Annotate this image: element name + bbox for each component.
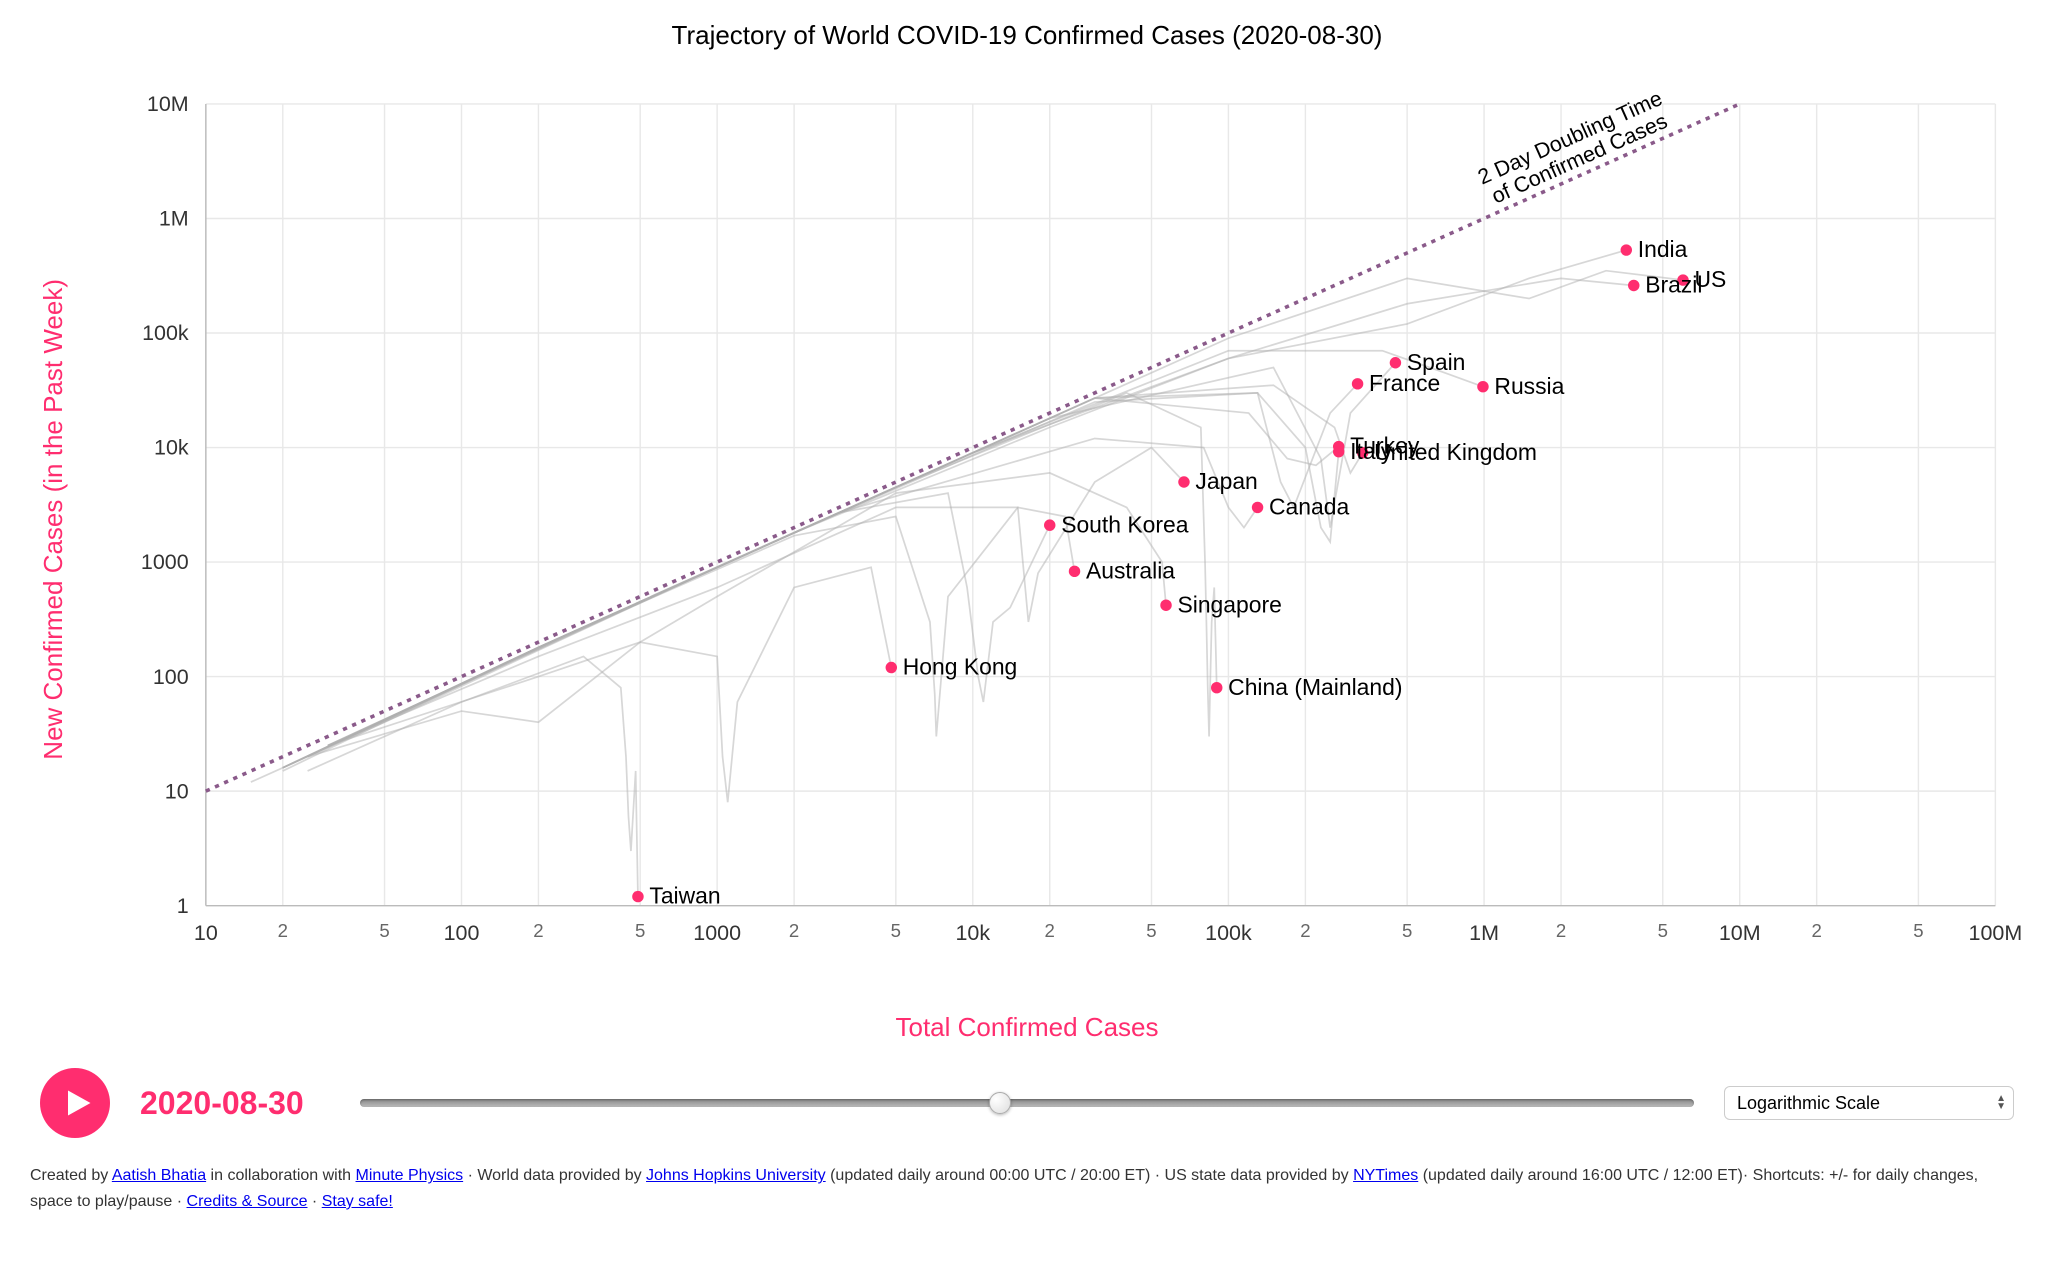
svg-text:5: 5 — [1146, 920, 1156, 941]
svg-text:2: 2 — [1045, 920, 1055, 941]
svg-text:2: 2 — [1811, 920, 1821, 941]
credits-link[interactable]: Credits & Source — [187, 1193, 308, 1210]
collab-text: in collaboration with — [206, 1167, 355, 1184]
svg-text:Hong Kong: Hong Kong — [903, 654, 1018, 680]
slider-thumb[interactable] — [989, 1092, 1011, 1114]
plot-wrap: New Confirmed Cases (in the Past Week) 1… — [30, 61, 2024, 977]
svg-text:India: India — [1638, 236, 1688, 262]
footer-prefix: Created by — [30, 1167, 112, 1184]
svg-text:Turkey: Turkey — [1350, 433, 1420, 459]
svg-text:100: 100 — [153, 665, 189, 689]
svg-text:Brazil: Brazil — [1645, 272, 1702, 298]
date-display: 2020-08-30 — [140, 1085, 330, 1122]
svg-text:1: 1 — [177, 894, 189, 918]
scale-select[interactable]: Logarithmic ScaleLinear Scale — [1724, 1086, 2014, 1120]
slider-track — [360, 1099, 1694, 1107]
svg-text:5: 5 — [1658, 920, 1668, 941]
svg-text:1000: 1000 — [693, 921, 741, 945]
svg-text:100M: 100M — [1969, 921, 2023, 945]
svg-text:1M: 1M — [159, 207, 189, 231]
svg-text:2: 2 — [278, 920, 288, 941]
us-link[interactable]: NYTimes — [1353, 1167, 1418, 1184]
svg-text:Taiwan: Taiwan — [649, 883, 720, 909]
svg-text:5: 5 — [891, 920, 901, 941]
footer-text: Created by Aatish Bhatia in collaboratio… — [30, 1163, 2024, 1214]
chart-container: Trajectory of World COVID-19 Confirmed C… — [30, 20, 2024, 1214]
stay-link[interactable]: Stay safe! — [322, 1193, 393, 1210]
world-text: · World data provided by — [463, 1167, 646, 1184]
svg-text:Japan: Japan — [1195, 468, 1257, 494]
svg-text:2: 2 — [1556, 920, 1566, 941]
plot-svg[interactable]: 10 2 5 100 2 5 1000 2 5 10k 2 5 100k 2 5 1M 2 5 10M 2 5 100M 1… — [77, 61, 2024, 977]
svg-text:2: 2 — [533, 920, 543, 941]
svg-text:100k: 100k — [142, 321, 189, 345]
svg-text:10: 10 — [165, 779, 189, 803]
svg-text:5: 5 — [379, 920, 389, 941]
svg-text:France: France — [1369, 370, 1440, 396]
svg-text:10M: 10M — [147, 92, 189, 116]
svg-text:10: 10 — [194, 921, 218, 945]
svg-text:South Korea: South Korea — [1061, 511, 1189, 537]
svg-text:Singapore: Singapore — [1177, 591, 1281, 617]
svg-text:10k: 10k — [154, 436, 189, 460]
date-slider[interactable] — [360, 1068, 1694, 1138]
chart-title: Trajectory of World COVID-19 Confirmed C… — [30, 20, 2024, 51]
svg-text:100k: 100k — [1205, 921, 1252, 945]
collab-link[interactable]: Minute Physics — [356, 1167, 464, 1184]
scale-select-wrap: Logarithmic ScaleLinear Scale ▲▼ — [1724, 1086, 2014, 1120]
plot-area[interactable]: 10 2 5 100 2 5 1000 2 5 10k 2 5 100k 2 5 1M 2 5 10M 2 5 100M 1… — [77, 61, 2024, 977]
svg-text:10M: 10M — [1719, 921, 1761, 945]
svg-text:China (Mainland): China (Mainland) — [1228, 674, 1402, 700]
svg-text:100: 100 — [444, 921, 480, 945]
svg-text:2: 2 — [1300, 920, 1310, 941]
world-suffix: (updated daily around 00:00 UTC / 20:00 … — [826, 1167, 1353, 1184]
svg-text:5: 5 — [1402, 920, 1412, 941]
svg-text:10k: 10k — [955, 921, 990, 945]
svg-text:Australia: Australia — [1086, 557, 1175, 583]
controls-row: 2020-08-30 Logarithmic ScaleLinear Scale… — [30, 1068, 2024, 1138]
world-link[interactable]: Johns Hopkins University — [646, 1167, 826, 1184]
svg-text:Russia: Russia — [1494, 373, 1564, 399]
play-icon — [63, 1088, 93, 1118]
x-axis-label: Total Confirmed Cases — [30, 1012, 2024, 1043]
author-link[interactable]: Aatish Bhatia — [112, 1167, 206, 1184]
y-axis-label: New Confirmed Cases (in the Past Week) — [30, 279, 77, 760]
sep: · — [307, 1193, 321, 1210]
svg-text:Canada: Canada — [1269, 494, 1349, 520]
svg-text:1M: 1M — [1469, 921, 1499, 945]
svg-text:1000: 1000 — [141, 550, 189, 574]
play-button[interactable] — [40, 1068, 110, 1138]
svg-text:5: 5 — [635, 920, 645, 941]
svg-text:2: 2 — [789, 920, 799, 941]
svg-text:5: 5 — [1913, 920, 1923, 941]
